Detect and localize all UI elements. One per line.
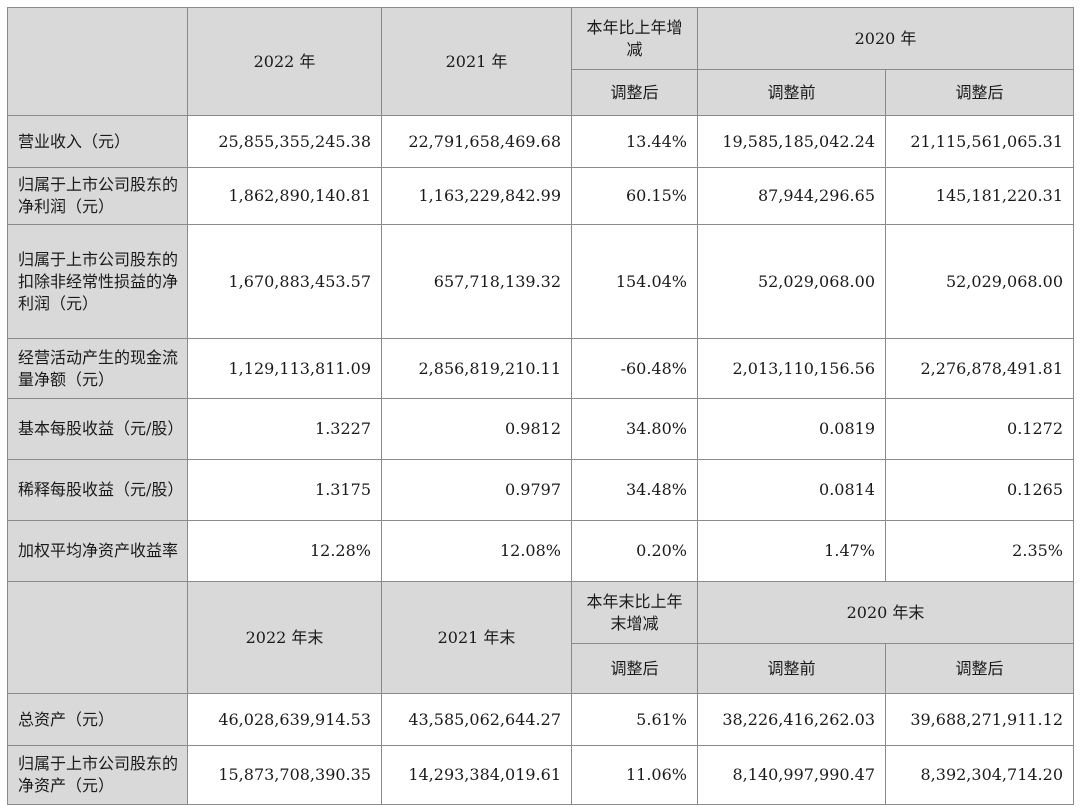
row-label: 归属于上市公司股东的扣除非经常性损益的净利润（元） bbox=[7, 224, 188, 339]
header2-2022: 2022 年末 bbox=[187, 581, 382, 694]
row-label: 加权平均净资产收益率 bbox=[7, 520, 188, 582]
value-change: 60.15% bbox=[571, 167, 698, 225]
header1-corner-cell bbox=[7, 7, 188, 116]
header1-top-row: 2022 年 2021 年 本年比上年增减 2020 年 bbox=[7, 7, 1074, 116]
value-2020-after: 0.1272 bbox=[885, 398, 1074, 460]
header2-sub-after: 调整后 bbox=[885, 643, 1074, 694]
table-row: 营业收入（元） 25,855,355,245.38 22,791,658,469… bbox=[7, 115, 1074, 168]
value-2020-before: 8,140,997,990.47 bbox=[697, 745, 886, 805]
value-2022: 46,028,639,914.53 bbox=[187, 693, 382, 746]
value-2020-after: 2,276,878,491.81 bbox=[885, 338, 1074, 399]
row-label: 总资产（元） bbox=[7, 693, 188, 746]
value-change: 5.61% bbox=[571, 693, 698, 746]
value-2021: 14,293,384,019.61 bbox=[381, 745, 572, 805]
value-2020-after: 21,115,561,065.31 bbox=[885, 115, 1074, 168]
value-2022: 12.28% bbox=[187, 520, 382, 582]
value-2020-after: 52,029,068.00 bbox=[885, 224, 1074, 339]
value-2020-before: 0.0814 bbox=[697, 459, 886, 521]
value-2020-after: 145,181,220.31 bbox=[885, 167, 1074, 225]
value-2021: 657,718,139.32 bbox=[381, 224, 572, 339]
row-label: 基本每股收益（元/股） bbox=[7, 398, 188, 460]
table-row: 归属于上市公司股东的扣除非经常性损益的净利润（元） 1,670,883,453.… bbox=[7, 224, 1074, 339]
value-2021: 12.08% bbox=[381, 520, 572, 582]
value-2021: 0.9812 bbox=[381, 398, 572, 460]
value-2020-before: 87,944,296.65 bbox=[697, 167, 886, 225]
value-2022: 15,873,708,390.35 bbox=[187, 745, 382, 805]
financial-summary-table-wrap: 2022 年 2021 年 本年比上年增减 2020 年 调整后 调整前 调整后… bbox=[7, 7, 1074, 805]
value-2022: 25,855,355,245.38 bbox=[187, 115, 382, 168]
value-2021: 22,791,658,469.68 bbox=[381, 115, 572, 168]
table-row: 经营活动产生的现金流量净额（元） 1,129,113,811.09 2,856,… bbox=[7, 338, 1074, 399]
value-2021: 43,585,062,644.27 bbox=[381, 693, 572, 746]
value-change: 34.80% bbox=[571, 398, 698, 460]
table-row: 归属于上市公司股东的净利润（元） 1,862,890,140.81 1,163,… bbox=[7, 167, 1074, 225]
value-2020-before: 1.47% bbox=[697, 520, 886, 582]
row-label: 归属于上市公司股东的净利润（元） bbox=[7, 167, 188, 225]
table-row: 基本每股收益（元/股） 1.3227 0.9812 34.80% 0.0819 … bbox=[7, 398, 1074, 460]
header1-sub-after: 调整后 bbox=[885, 69, 1074, 116]
header2-sub-row: 调整后 调整前 调整后 bbox=[8, 643, 1074, 694]
value-2020-before: 52,029,068.00 bbox=[697, 224, 886, 339]
row-label: 经营活动产生的现金流量净额（元） bbox=[7, 338, 188, 399]
value-change: 154.04% bbox=[571, 224, 698, 339]
value-2022: 1.3227 bbox=[187, 398, 382, 460]
value-2021: 1,163,229,842.99 bbox=[381, 167, 572, 225]
header2-corner-cell bbox=[7, 581, 188, 694]
table-row: 稀释每股收益（元/股） 1.3175 0.9797 34.48% 0.0814 … bbox=[7, 459, 1074, 521]
header2-sub-change: 调整后 bbox=[571, 643, 698, 694]
table-row: 加权平均净资产收益率 12.28% 12.08% 0.20% 1.47% 2.3… bbox=[7, 520, 1074, 582]
header1-change: 本年比上年增减 bbox=[571, 7, 698, 70]
value-2022: 1,129,113,811.09 bbox=[187, 338, 382, 399]
header2-2020: 2020 年末 bbox=[697, 581, 1074, 644]
value-change: -60.48% bbox=[571, 338, 698, 399]
header2-sub-before: 调整前 bbox=[697, 643, 886, 694]
value-2021: 2,856,819,210.11 bbox=[381, 338, 572, 399]
value-2021: 0.9797 bbox=[381, 459, 572, 521]
financial-summary-table: 2022 年 2021 年 本年比上年增减 2020 年 调整后 调整前 调整后… bbox=[7, 7, 1074, 805]
header2-2021: 2021 年末 bbox=[381, 581, 572, 694]
value-change: 34.48% bbox=[571, 459, 698, 521]
value-2022: 1,670,883,453.57 bbox=[187, 224, 382, 339]
value-2020-after: 0.1265 bbox=[885, 459, 1074, 521]
header1-sub-change: 调整后 bbox=[571, 69, 698, 116]
header2-top-row: 2022 年末 2021 年末 本年末比上年末增减 2020 年末 bbox=[7, 581, 1074, 694]
header1-sub-row: 调整后 调整前 调整后 bbox=[8, 69, 1074, 116]
header1-sub-before: 调整前 bbox=[697, 69, 886, 116]
value-2022: 1,862,890,140.81 bbox=[187, 167, 382, 225]
value-2020-before: 0.0819 bbox=[697, 398, 886, 460]
value-change: 13.44% bbox=[571, 115, 698, 168]
value-change: 0.20% bbox=[571, 520, 698, 582]
value-2020-before: 38,226,416,262.03 bbox=[697, 693, 886, 746]
row-label: 稀释每股收益（元/股） bbox=[7, 459, 188, 521]
header2-change: 本年末比上年末增减 bbox=[571, 581, 698, 644]
header1-2020: 2020 年 bbox=[697, 7, 1074, 70]
table-row: 归属于上市公司股东的净资产（元） 15,873,708,390.35 14,29… bbox=[7, 745, 1074, 805]
row-label: 营业收入（元） bbox=[7, 115, 188, 168]
value-2020-after: 39,688,271,911.12 bbox=[885, 693, 1074, 746]
value-2020-after: 2.35% bbox=[885, 520, 1074, 582]
row-label: 归属于上市公司股东的净资产（元） bbox=[7, 745, 188, 805]
table-row: 总资产（元） 46,028,639,914.53 43,585,062,644.… bbox=[7, 693, 1074, 746]
value-2020-after: 8,392,304,714.20 bbox=[885, 745, 1074, 805]
value-2022: 1.3175 bbox=[187, 459, 382, 521]
value-change: 11.06% bbox=[571, 745, 698, 805]
header1-2021: 2021 年 bbox=[381, 7, 572, 116]
value-2020-before: 2,013,110,156.56 bbox=[697, 338, 886, 399]
header1-2022: 2022 年 bbox=[187, 7, 382, 116]
value-2020-before: 19,585,185,042.24 bbox=[697, 115, 886, 168]
